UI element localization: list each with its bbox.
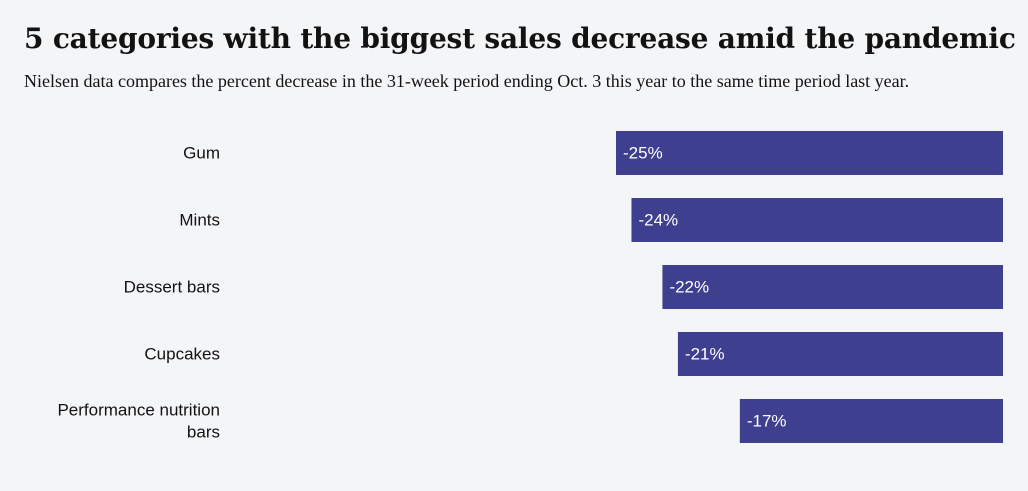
category-label-line: Cupcakes [144, 345, 220, 364]
chart-subtitle: Nielsen data compares the percent decrea… [24, 71, 910, 91]
category-label-line: bars [187, 423, 220, 442]
bar-4 [739, 399, 1003, 443]
category-label-line: Dessert bars [124, 278, 220, 297]
chart-title: 5 categories with the biggest sales decr… [24, 22, 1016, 55]
category-label-1: Mints [179, 211, 220, 230]
bar-value-label-4: -17% [747, 412, 787, 431]
bar-value-label-1: -24% [638, 211, 678, 230]
category-label-0: Gum [183, 144, 220, 163]
bar-value-label-2: -22% [669, 278, 709, 297]
category-label-2: Dessert bars [124, 278, 220, 297]
category-label-line: Mints [179, 211, 220, 230]
category-label-3: Cupcakes [144, 345, 220, 364]
category-label-4: Performance nutrition bars [57, 401, 220, 442]
bar-3 [677, 332, 1003, 376]
bar-value-label-0: -25% [623, 144, 663, 163]
bar-2 [662, 265, 1003, 309]
category-label-line: Performance nutrition [57, 401, 220, 420]
bar-value-label-3: -21% [685, 345, 725, 364]
category-label-line: Gum [183, 144, 220, 163]
bar-0 [616, 131, 1003, 175]
bar-1 [631, 198, 1003, 242]
